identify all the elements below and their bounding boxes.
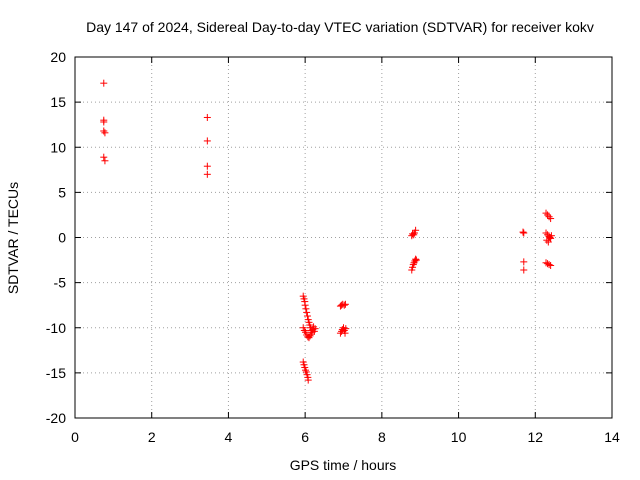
data-point: [340, 301, 348, 309]
x-tick-label: 6: [301, 429, 309, 445]
data-point: [546, 234, 554, 241]
data-point: [412, 255, 420, 263]
data-point: [542, 229, 550, 237]
data-point: [203, 137, 211, 145]
data-point: [101, 157, 109, 165]
data-point: [302, 366, 310, 374]
x-axis-label: GPS time / hours: [290, 457, 397, 473]
data-point: [542, 209, 550, 217]
y-tick-label: 0: [58, 230, 66, 246]
data-point: [305, 334, 313, 342]
data-point: [203, 113, 211, 121]
data-point: [203, 170, 211, 178]
y-tick-label: 20: [50, 49, 66, 65]
data-point: [100, 118, 108, 126]
chart-title: Day 147 of 2024, Sidereal Day-to-day VTE…: [86, 19, 594, 35]
data-point: [547, 215, 555, 223]
data-points: [100, 79, 555, 384]
data-point: [342, 325, 350, 333]
y-tick-label: 15: [50, 94, 66, 110]
data-point: [409, 261, 417, 269]
data-point: [310, 323, 318, 331]
data-point: [301, 301, 309, 309]
data-point: [544, 238, 552, 246]
data-point: [203, 162, 211, 170]
x-tick-label: 4: [225, 429, 233, 445]
data-point: [300, 326, 308, 334]
data-point: [547, 232, 555, 240]
data-point: [303, 312, 311, 320]
x-tick-label: 0: [71, 429, 79, 445]
axis-ticks: 0 2 4 6 8 10 12 14 20 15 10 5 0 -5 -10 -15 -20: [46, 49, 620, 445]
data-point: [545, 213, 553, 221]
y-tick-label: -20: [46, 410, 66, 426]
data-point: [306, 332, 314, 340]
y-axis-label: SDTVAR / TECUs: [5, 182, 21, 294]
data-point: [304, 376, 312, 384]
data-point: [547, 261, 555, 269]
data-point: [341, 300, 349, 308]
data-point: [411, 257, 419, 265]
x-tick-label: 2: [148, 429, 156, 445]
data-point: [520, 258, 528, 266]
data-point: [409, 230, 417, 238]
grid-lines: [75, 57, 612, 418]
data-point: [412, 256, 420, 264]
data-point: [100, 127, 108, 135]
y-tick-label: -10: [46, 320, 66, 336]
data-point: [101, 129, 109, 137]
data-point: [542, 259, 550, 267]
data-point: [303, 308, 311, 316]
y-tick-label: 10: [50, 139, 66, 155]
data-point: [545, 261, 553, 269]
data-point: [341, 329, 349, 337]
data-point: [302, 305, 310, 313]
y-tick-label: -5: [54, 275, 67, 291]
x-tick-label: 10: [451, 429, 467, 445]
data-point: [410, 231, 418, 239]
x-tick-label: 14: [604, 429, 620, 445]
x-tick-label: 12: [527, 429, 543, 445]
x-tick-label: 8: [378, 429, 386, 445]
data-point: [544, 211, 552, 219]
data-point: [412, 226, 420, 234]
data-point: [520, 266, 528, 274]
y-tick-label: 5: [58, 184, 66, 200]
data-point: [544, 260, 552, 268]
y-tick-label: -15: [46, 365, 66, 381]
data-point: [519, 228, 527, 236]
data-point: [100, 79, 108, 87]
data-point: [311, 325, 319, 333]
data-point: [307, 330, 315, 338]
data-point: [520, 229, 528, 237]
data-point: [100, 153, 108, 161]
